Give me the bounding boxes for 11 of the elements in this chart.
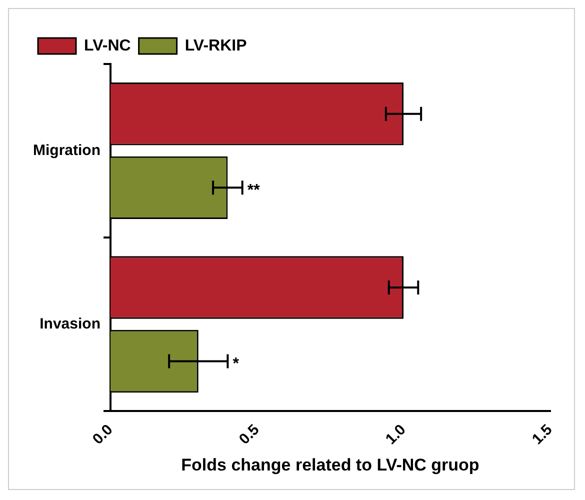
y-tick-label: Invasion [40,315,100,332]
legend-label: LV-RKIP [184,37,248,54]
x-tick-label: 0.0 [89,421,116,448]
x-tick-label: 1.5 [528,421,556,448]
x-axis-title: Folds change related to LV-NC gruop [181,455,480,474]
annotation: * [232,356,240,373]
y-tick-label: Migration [32,142,100,159]
annotation: ** [247,182,261,200]
x-tick-label: 1.0 [382,421,410,448]
x-tick-label: 0.5 [236,421,263,448]
legend-label: LV-NC [84,37,132,54]
